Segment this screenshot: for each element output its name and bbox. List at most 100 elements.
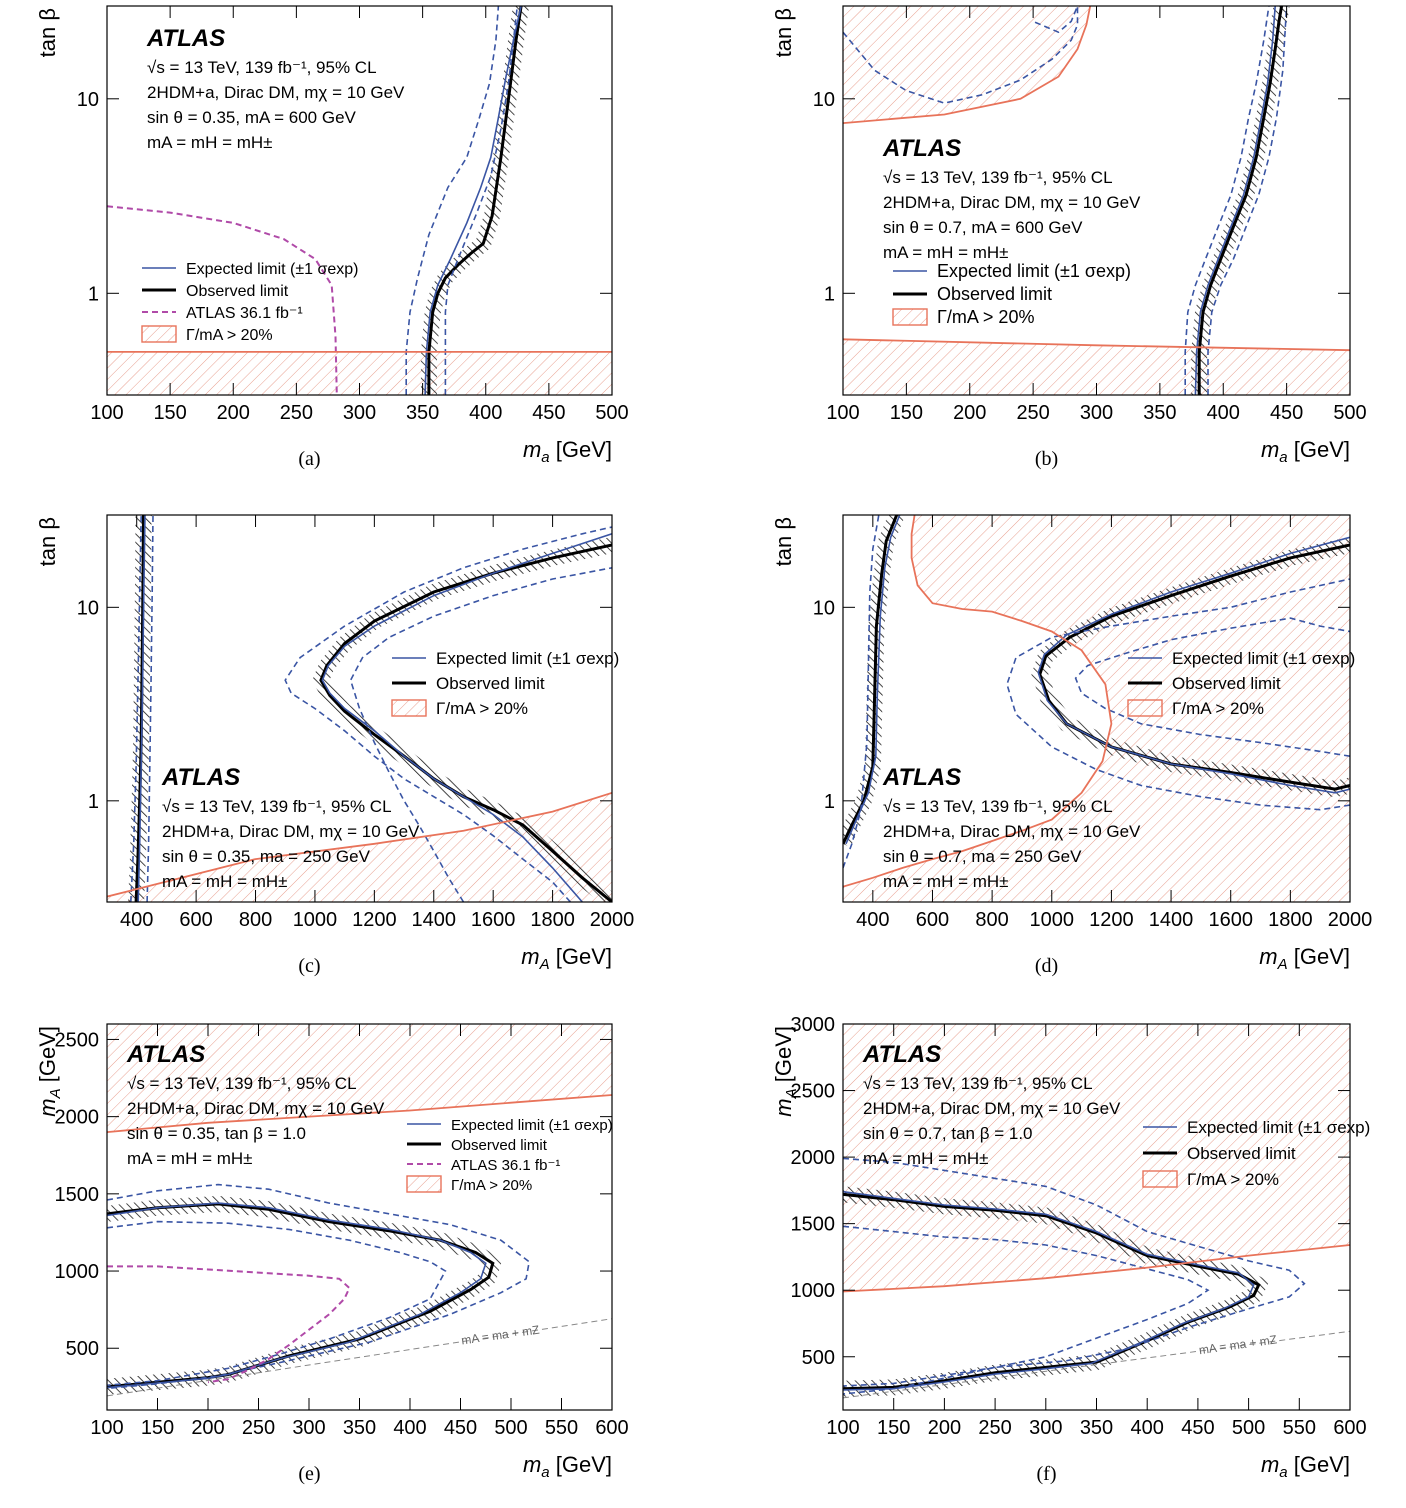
legend-label: Expected limit (±1 σexp) [436, 649, 619, 668]
series-exp_lo-2 [405, 6, 500, 395]
x-axis-label: ma [GeV] [1261, 437, 1350, 466]
panel-caption: (b) [1035, 448, 1058, 470]
info-line: √s = 13 TeV, 139 fb⁻¹, 95% CL [127, 1074, 357, 1093]
y-tick-label: 1000 [791, 1280, 836, 1302]
x-tick-label: 350 [406, 402, 439, 424]
x-tick-label: 600 [916, 909, 949, 931]
y-tick-label: 2500 [791, 1081, 836, 1103]
y-axis-label: tan β [771, 517, 796, 566]
panel-3: 400 600 800 1000 1200 1400 1600 1800 2000 1 10 mA [… [771, 514, 1373, 977]
legend-label: Observed limit [451, 1137, 548, 1154]
series-exp_hi-3 [444, 6, 519, 395]
info-line: 2HDM+a, Dirac DM, mχ = 10 GeV [162, 822, 420, 841]
x-tick-label: 500 [1232, 1417, 1265, 1439]
legend-label: Observed limit [186, 283, 289, 300]
x-tick-label: 100 [826, 402, 859, 424]
series-width-4 [843, 1244, 1350, 1293]
info-line: sin θ = 0.35, mA = 600 GeV [147, 108, 357, 127]
atlas-label: ATLAS [146, 25, 225, 52]
x-tick-label: 400 [1207, 402, 1240, 424]
series-width-7 [843, 515, 1113, 888]
x-tick-label: 2000 [590, 909, 635, 931]
x-tick-label: 1400 [412, 909, 457, 931]
plot-frame [842, 514, 1351, 903]
y-tick-label: 1000 [55, 1261, 100, 1283]
info-line: mA = mH = mH± [147, 133, 273, 152]
x-tick-label: 400 [120, 909, 153, 931]
x-tick-label: 1600 [1208, 909, 1253, 931]
x-tick-label: 100 [826, 1417, 859, 1439]
atlas-label: ATLAS [161, 764, 240, 791]
info-line: mA = mH = mH± [883, 243, 1009, 262]
panel-caption: (f) [1037, 1463, 1057, 1485]
y-tick-label: 1 [824, 283, 835, 305]
info-line: 2HDM+a, Dirac DM, mχ = 10 GeV [127, 1099, 385, 1118]
plot-area [843, 6, 1350, 395]
x-tick-label: 500 [595, 402, 628, 424]
x-tick-label: 400 [469, 402, 502, 424]
series-exp_hi-3 [1207, 6, 1288, 395]
x-tick-label: 2000 [1328, 909, 1373, 931]
series-diag-6 [107, 1318, 612, 1397]
series-expected-5 [321, 533, 612, 902]
width-region [107, 1024, 612, 1133]
y-axis-label: tan β [771, 8, 796, 57]
x-tick-label: 250 [280, 402, 313, 424]
x-tick-label: 100 [90, 402, 123, 424]
info-line: √s = 13 TeV, 139 fb⁻¹, 95% CL [863, 1074, 1093, 1093]
y-tick-label: 1 [88, 791, 99, 813]
series-width-5 [107, 1094, 612, 1133]
x-tick-label: 500 [1333, 402, 1366, 424]
series-exp_hi-6 [1074, 617, 1350, 757]
x-tick-label: 400 [393, 1417, 426, 1439]
plot-area [107, 515, 612, 902]
y-axis-label: mA [GeV] [771, 1026, 800, 1117]
x-tick-label: 450 [1270, 402, 1303, 424]
x-tick-label: 300 [292, 1417, 325, 1439]
panels: 100 150 200 250 300 350 400 450 500 1 10 ma [GeV] ta… [35, 5, 1373, 1485]
series-expected-1 [843, 1190, 1255, 1391]
info-line: sin θ = 0.35, ma = 250 GeV [162, 847, 371, 866]
width-region [843, 6, 1091, 124]
series-expected-1 [137, 515, 146, 902]
plot-area [843, 515, 1350, 902]
panel-0: 100 150 200 250 300 350 400 450 500 1 10 ma [GeV] ta… [35, 5, 629, 470]
x-tick-label: 300 [343, 402, 376, 424]
diag-label: mA = ma + mZ [460, 1323, 540, 1348]
x-tick-label: 1800 [1268, 909, 1313, 931]
y-tick-label: 1500 [55, 1184, 100, 1206]
x-tick-label: 1200 [352, 909, 397, 931]
series-exp_lo-2 [107, 1220, 447, 1387]
series-exp_lo-6 [284, 526, 612, 902]
info-line: 2HDM+a, Dirac DM, mχ = 10 GeV [147, 83, 405, 102]
x-tick-label: 200 [217, 402, 250, 424]
series-expected-1 [424, 6, 522, 395]
y-tick-label: 1500 [791, 1214, 836, 1236]
y-axis-label: tan β [35, 8, 60, 57]
y-tick-label: 10 [77, 597, 99, 619]
series-width-4 [843, 338, 1350, 352]
info-line: 2HDM+a, Dirac DM, mχ = 10 GeV [863, 1099, 1121, 1118]
x-tick-label: 550 [545, 1417, 578, 1439]
series-exp_lo-2 [843, 1225, 1210, 1387]
y-tick-label: 2000 [55, 1107, 100, 1129]
x-tick-label: 550 [1283, 1417, 1316, 1439]
x-tick-label: 350 [1080, 1417, 1113, 1439]
series-expected-1 [1194, 6, 1276, 395]
legend-swatch-width [892, 308, 928, 326]
legend-label: Γ/mA > 20% [436, 699, 528, 718]
atlas-label: ATLAS [126, 1041, 205, 1068]
info-line: √s = 13 TeV, 139 fb⁻¹, 95% CL [883, 797, 1113, 816]
x-tick-label: 450 [1181, 1417, 1214, 1439]
x-tick-label: 250 [1016, 402, 1049, 424]
info-line: mA = mH = mH± [127, 1149, 253, 1168]
width-region [107, 792, 612, 902]
series-observed-0 [1197, 6, 1284, 395]
legend-label: Expected limit (±1 σexp) [1172, 649, 1355, 668]
x-tick-label: 200 [191, 1417, 224, 1439]
x-tick-label: 1000 [1030, 909, 1075, 931]
series-observed-0 [427, 6, 523, 395]
legend-label: Expected limit (±1 σexp) [1187, 1118, 1370, 1137]
x-tick-label: 1600 [471, 909, 516, 931]
legend-label: Observed limit [937, 284, 1052, 304]
